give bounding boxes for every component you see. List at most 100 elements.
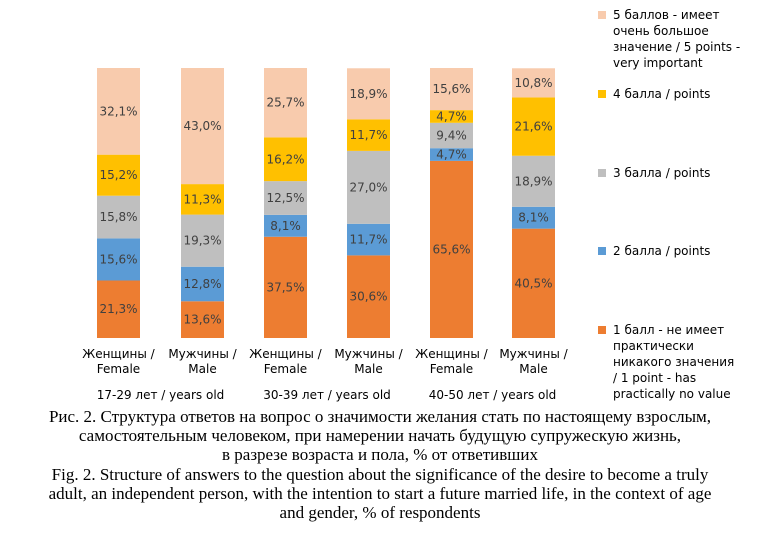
data-label: 8,1% — [270, 219, 301, 233]
data-label: 27,0% — [349, 180, 387, 194]
bar-segment — [181, 266, 224, 302]
x-tick-label: Мужчины / — [499, 347, 568, 361]
legend-swatch — [598, 169, 606, 177]
bar-segment — [97, 154, 140, 196]
x-tick-label: Male — [354, 362, 382, 376]
bars-layer — [97, 68, 555, 338]
data-label: 43,0% — [183, 119, 221, 133]
bar-segment — [347, 119, 390, 151]
data-label: 18,9% — [514, 174, 552, 188]
x-tick-label: Женщины / — [82, 347, 155, 361]
data-label: 15,2% — [99, 168, 137, 182]
bar-segment — [512, 97, 555, 156]
data-label: 4,7% — [436, 109, 467, 123]
bar-segment — [512, 206, 555, 229]
legend-label: 3 балла / points — [613, 166, 710, 180]
data-label: 40,5% — [514, 276, 552, 290]
data-label: 15,6% — [432, 82, 470, 96]
stacked-bar-chart: 21,3% 15,6% 15,8% 15,2% 32,1% 13,6% 12,8% 19,3%… — [82, 8, 740, 402]
bar-segment — [430, 160, 473, 338]
bar-segment — [264, 236, 307, 338]
bar-segment — [430, 110, 473, 123]
bar-segment — [430, 68, 473, 111]
bar-segment — [347, 255, 390, 338]
x-tick-label: Женщины / — [415, 347, 488, 361]
bar-segment — [512, 155, 555, 207]
bar-segment — [264, 214, 307, 237]
bar-segment — [181, 68, 224, 185]
bar-segment — [347, 223, 390, 256]
data-label: 10,8% — [514, 76, 552, 90]
legend: 5 баллов - имеет очень большое значение / … — [598, 8, 740, 401]
group-label: 30-39 лет / years old — [263, 388, 391, 402]
bar-segment — [181, 301, 224, 338]
bar-segment — [347, 150, 390, 224]
data-label: 8,1% — [518, 211, 549, 225]
x-tick-label: Female — [97, 362, 140, 376]
data-label: 30,6% — [349, 290, 387, 304]
legend-label: 2 балла / points — [613, 244, 710, 258]
bar-segment — [97, 195, 140, 239]
legend-label: 1 балл - не имеет — [613, 323, 724, 337]
data-label: 9,4% — [436, 129, 467, 143]
caption-en-line: Fig. 2. Structure of answers to the ques… — [51, 465, 709, 484]
bar-segment — [181, 184, 224, 215]
bar-segment — [97, 68, 140, 155]
x-tick-label: Female — [264, 362, 307, 376]
data-label: 25,7% — [266, 96, 304, 110]
caption-en-line: adult, an independent person, with the i… — [48, 484, 712, 503]
data-label: 32,1% — [99, 104, 137, 118]
data-label: 65,6% — [432, 242, 470, 256]
data-label: 15,6% — [99, 252, 137, 266]
bar-segment — [430, 122, 473, 149]
caption-ru-line: Рис. 2. Структура ответов на вопрос о зн… — [48, 407, 712, 426]
legend-swatch — [598, 90, 606, 98]
caption-ru: Рис. 2. Структура ответов на вопрос о зн… — [0, 407, 760, 464]
bar-segment — [512, 68, 555, 98]
bar-segment — [264, 181, 307, 215]
bar-segment — [347, 68, 390, 120]
segment-labels-layer: 21,3% 15,6% 15,8% 15,2% 32,1% 13,6% 12,8% 19,3%… — [99, 76, 552, 327]
legend-swatch — [598, 247, 606, 255]
group-labels: 17-29 лет / years old 30-39 лет / years o… — [97, 388, 557, 402]
data-label: 37,5% — [266, 280, 304, 294]
data-label: 12,8% — [183, 277, 221, 291]
data-label: 21,3% — [99, 302, 137, 316]
data-label: 11,7% — [349, 128, 387, 142]
data-label: 18,9% — [349, 87, 387, 101]
data-label: 12,5% — [266, 191, 304, 205]
caption-ru-line: самостоятельным человеком, при намерении… — [78, 426, 682, 445]
caption-ru-line: в разрезе возраста и пола, % от ответивш… — [222, 445, 538, 464]
group-label: 40-50 лет / years old — [429, 388, 557, 402]
data-label: 15,8% — [99, 210, 137, 224]
data-label: 13,6% — [183, 313, 221, 327]
legend-label: 4 балла / points — [613, 87, 710, 101]
x-tick-label: Женщины / — [249, 347, 322, 361]
legend-swatch — [598, 11, 606, 19]
x-tick-label: Male — [188, 362, 216, 376]
data-label: 19,3% — [183, 234, 221, 248]
bar-segment — [97, 238, 140, 281]
x-tick-label: Female — [430, 362, 473, 376]
legend-label: very important — [613, 56, 703, 70]
legend-label: значение / 5 points - — [613, 40, 740, 54]
data-label: 4,7% — [436, 148, 467, 162]
bar-segment — [264, 137, 307, 182]
x-tick-label: Мужчины / — [168, 347, 237, 361]
group-label: 17-29 лет / years old — [97, 388, 225, 402]
legend-label: practically no value — [613, 387, 731, 401]
bar-segment — [97, 280, 140, 338]
data-label: 16,2% — [266, 152, 304, 166]
x-tick-label: Male — [519, 362, 547, 376]
legend-label: практически — [613, 339, 694, 353]
bar-segment — [264, 68, 307, 138]
legend-label: очень большое — [613, 24, 709, 38]
legend-label: 5 баллов - имеет — [613, 8, 720, 22]
bar-segment — [512, 228, 555, 338]
legend-label: никакого значения — [613, 355, 734, 369]
data-label: 11,3% — [183, 192, 221, 206]
data-label: 21,6% — [514, 120, 552, 134]
bar-segment — [181, 214, 224, 267]
data-label: 11,7% — [349, 233, 387, 247]
